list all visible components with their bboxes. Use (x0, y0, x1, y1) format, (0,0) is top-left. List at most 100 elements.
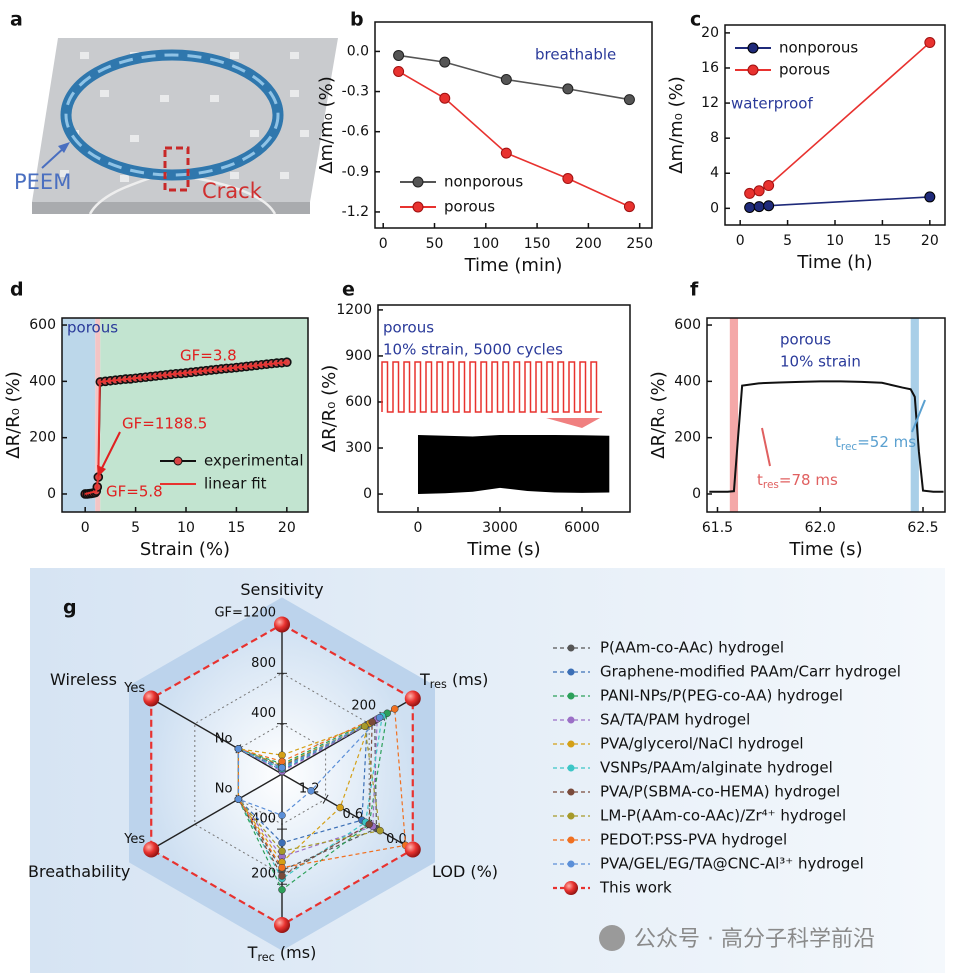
marker (924, 37, 936, 49)
radar-axis-label-part: Breathability (28, 862, 130, 881)
panel-label: d (10, 279, 24, 301)
radar-marker (365, 820, 373, 829)
y-axis-label: Δm/m₀ (%) (666, 76, 687, 174)
legend-marker (567, 716, 575, 724)
radar-marker (278, 863, 286, 872)
radar-marker (143, 690, 160, 707)
radar-axis-label-part: Wireless (50, 670, 117, 689)
legend-label: PVA/glycerol/NaCl hydrogel (600, 735, 804, 753)
y-tick-label: -1.2 (342, 204, 369, 220)
panel-label: c (690, 9, 701, 31)
region (729, 318, 739, 512)
legend-marker (567, 740, 575, 748)
marker (393, 65, 405, 77)
time-label-part: t (757, 471, 763, 489)
y-tick-label: 200 (674, 430, 701, 446)
radar-marker (278, 885, 286, 894)
radar-tick-label: 0.6 (342, 807, 363, 822)
time-label-part: =52 ms (857, 433, 916, 451)
x-tick-label: 100 (472, 236, 499, 252)
y-tick-label: 200 (29, 430, 56, 446)
y-axis-label: Δm/m₀ (%) (316, 76, 337, 174)
radar-tick-label: 400 (251, 812, 276, 827)
marker (439, 56, 451, 68)
radar-axis-label-part: (ms) (275, 943, 317, 962)
radar-marker (278, 839, 286, 847)
x-tick-label: 20 (921, 233, 939, 249)
marker (753, 201, 765, 213)
y-tick-label: -0.9 (342, 164, 369, 180)
watermark: 公众号 · 高分子科学前沿 (634, 927, 875, 952)
region (910, 318, 919, 512)
region (62, 318, 96, 512)
x-tick-label: 0 (736, 233, 745, 249)
radar-marker (274, 616, 290, 633)
legend-label: PVA/GEL/EG/TA@CNC-Al³⁺ hydrogel (600, 855, 864, 873)
radar-axis-label: LOD (%) (432, 862, 498, 881)
radar-marker (376, 826, 384, 835)
panel-label: a (10, 9, 23, 31)
marker (753, 185, 765, 197)
x-tick-label: 62.5 (907, 520, 938, 536)
radar-tick-label: 200 (251, 867, 276, 882)
radar-axis-label-part: res (430, 678, 447, 691)
series-line (749, 196, 930, 209)
radar-tick-label: GF=1200 (214, 606, 276, 621)
legend-label: SA/TA/PAM hydrogel (600, 711, 750, 729)
radar-marker (234, 745, 243, 753)
radar-marker (375, 713, 384, 722)
time-label-part: =78 ms (779, 471, 838, 489)
legend-marker (747, 42, 759, 54)
legend-label: porous (444, 198, 495, 216)
region (95, 318, 101, 512)
y-tick-label: 400 (674, 373, 701, 389)
legend-label: experimental (204, 452, 304, 470)
watermark-icon (599, 925, 625, 951)
radar-marker (278, 811, 286, 820)
legend-marker (173, 456, 183, 466)
radar-marker (278, 751, 286, 759)
marker (763, 200, 775, 212)
time-label: trec=52 ms (835, 433, 916, 454)
radar-axis-label-part: T (419, 670, 430, 689)
illustration-label: Crack (202, 179, 263, 203)
radar-marker (278, 847, 286, 855)
panel-label: f (690, 279, 699, 301)
annotation: porous (383, 319, 434, 337)
radar-axis-label: Wireless (50, 670, 117, 689)
x-tick-label: 20 (278, 520, 296, 536)
legend-label: nonporous (444, 173, 523, 191)
panel-label: g (63, 597, 77, 619)
zoom-pointer (546, 418, 600, 428)
strain-schematic (381, 361, 602, 413)
legend-label: linear fit (204, 475, 267, 493)
legend-marker (567, 860, 575, 868)
x-tick-label: 6000 (564, 520, 600, 536)
marker (623, 201, 635, 213)
time-label-part: t (835, 433, 841, 451)
radar-tick-label: 0.0 (386, 832, 407, 847)
x-tick-label: 0 (414, 520, 423, 536)
x-axis-label: Time (s) (466, 539, 540, 560)
radar-tick-label: 800 (251, 656, 276, 671)
y-axis-label: ΔR/R₀ (%) (319, 365, 340, 452)
y-tick-label: 900 (345, 348, 372, 364)
radar-marker (336, 803, 344, 812)
radar-marker (404, 841, 421, 858)
radar-axis-label: Breathability (28, 862, 130, 881)
y-tick-label: 0 (710, 200, 719, 216)
illustration-label: PEEM (14, 170, 71, 194)
x-tick-label: 0 (379, 236, 388, 252)
y-tick-label: 4 (710, 165, 719, 181)
radar-axis-label: Tres (ms) (419, 670, 488, 692)
x-tick-label: 5 (783, 233, 792, 249)
x-tick-label: 5 (131, 520, 140, 536)
radar-axis-label-part: T (247, 943, 258, 962)
annotation: GF=1188.5 (122, 415, 207, 433)
x-axis-label: Time (min) (464, 255, 563, 276)
radar-marker (360, 722, 369, 731)
x-tick-label: 150 (524, 236, 551, 252)
y-tick-label: 1200 (336, 302, 372, 318)
x-tick-label: 15 (228, 520, 246, 536)
x-tick-label: 10 (826, 233, 844, 249)
